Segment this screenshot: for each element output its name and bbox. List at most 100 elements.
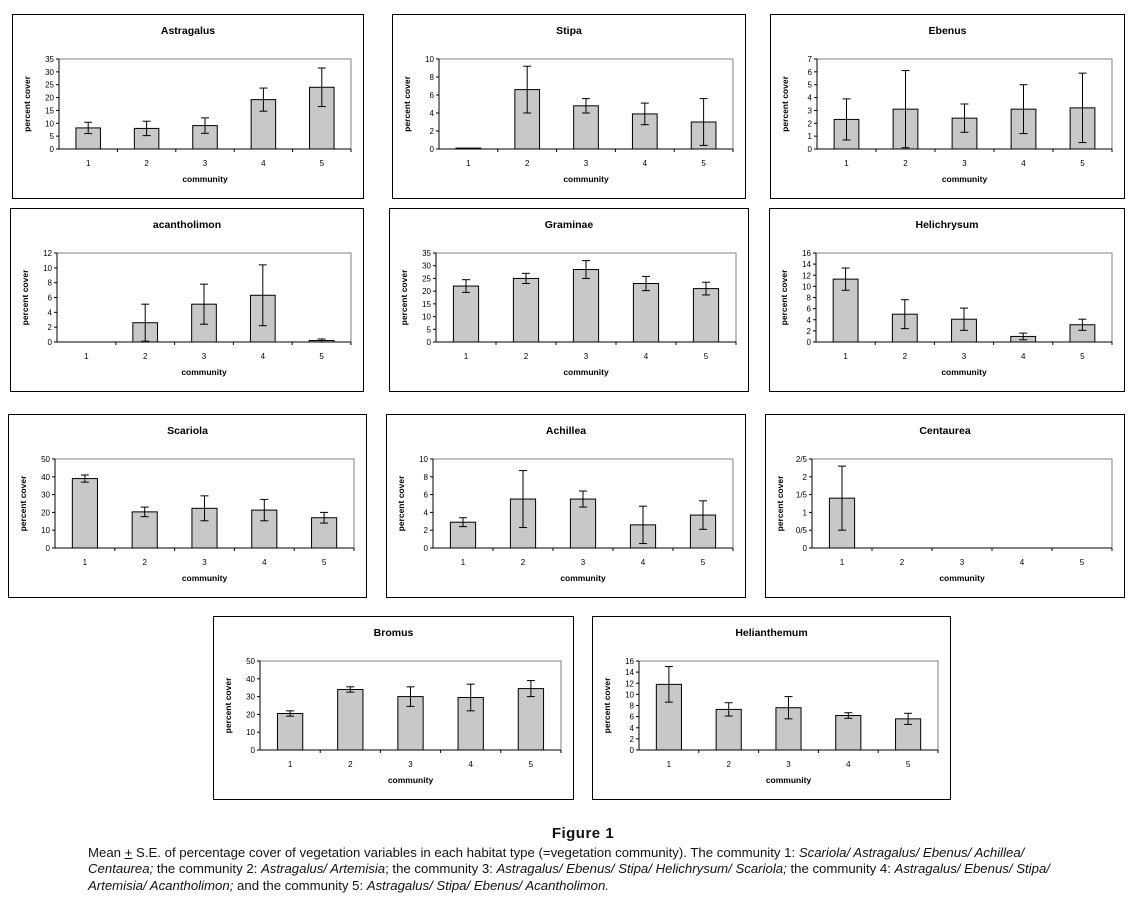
bar [692,288,720,343]
chart-panel-astragalus: Astragalus 0 5 10 15 20 25 30 35 1 2 3 4 5 community pe… [12,14,364,199]
error-bar [699,500,707,530]
y-tick-label: 6 [48,294,53,303]
y-tick-label: 8 [630,702,635,711]
x-tick-label: 3 [202,352,207,361]
y-tick-label: 10 [41,526,50,535]
x-tick-label: 4 [644,352,649,361]
x-tick-label: 2 [900,558,905,567]
y-tick-label: 20 [246,710,255,719]
error-bar [258,264,267,327]
chart-svg: Graminae 0 5 10 15 20 25 30 35 1 2 3 4 5 community perc… [399,219,737,377]
chart-panel-scariola: Scariola 0 10 20 30 40 50 1 2 3 4 5 community percent… [8,414,367,598]
x-tick-label: 5 [320,159,325,168]
y-tick-label: 8 [48,279,53,288]
error-bar [579,490,587,508]
x-tick-label: 4 [641,558,646,567]
y-tick-label: 0 [251,746,256,755]
error-bar [260,498,269,522]
error-bar [960,103,969,133]
y-tick-label: 12 [625,679,634,688]
x-tick-label: 3 [203,159,208,168]
y-axis-label: percent cover [399,269,409,325]
chart-svg: Astragalus 0 5 10 15 20 25 30 35 1 2 3 4 5 community pe… [22,25,352,184]
x-tick-label: 5 [529,760,534,769]
caption-segment: S.E. of percentage cover of vegetation v… [132,844,799,860]
y-tick-label: 4 [808,94,813,103]
y-tick-label: 2 [808,119,813,128]
y-axis-label: percent cover [20,269,30,325]
chart-panel-achillea: Achillea 0 2 4 6 8 10 1 2 3 4 5 community percent cov… [386,414,746,598]
y-axis-label: percent cover [22,75,32,131]
error-bar [80,474,89,483]
x-tick-label: 1 [288,760,293,769]
y-tick-label: 1/5 [796,491,808,500]
x-tick-label: 2 [142,558,147,567]
caption-segment: and the community 5: [233,877,367,893]
error-bar [142,120,151,137]
bar [517,688,545,751]
error-bar [519,470,527,529]
y-tick-label: 10 [419,455,428,464]
error-bar [200,495,209,522]
error-bar [1019,84,1028,135]
error-bar [1078,72,1087,144]
caption-segment: ; the community 3: [385,861,497,876]
y-tick-label: 6 [807,305,812,314]
x-tick-label: 1 [466,159,471,168]
x-tick-label: 5 [701,159,706,168]
chart-panel-helichrysum: Helichrysum 0 2 4 6 8 10 12 14 16 1 2 3 4 5 community pe… [769,208,1125,392]
y-tick-label: 50 [41,455,50,464]
caption-segment: Astragalus/ Ebenus/ Stipa/ Artemisia/ Ac… [88,861,1050,893]
x-tick-label: 1 [461,558,466,567]
bar [512,277,540,343]
y-tick-label: 12 [802,271,811,280]
y-tick-label: 14 [802,260,811,269]
x-tick-label: 1 [464,352,469,361]
y-tick-label: 6 [430,91,435,100]
error-bar [784,696,793,720]
x-tick-label: 1 [84,352,89,361]
y-tick-label: 2 [630,735,635,744]
y-tick-label: 10 [43,264,52,273]
error-bar [459,517,467,528]
y-tick-label: 0 [630,746,635,755]
x-axis-label: community [560,573,606,583]
y-axis-label: percent cover [602,677,612,733]
x-axis-label: community [388,775,434,785]
x-tick-label: 1 [86,159,91,168]
x-axis-label: community [563,367,609,377]
y-tick-label: 10 [45,119,54,128]
figure-caption: Figure 1 Mean + S.E. of percentage cover… [88,825,1078,894]
caption-segment: Mean [88,844,125,860]
x-tick-label: 2 [525,159,530,168]
chart-svg: Ebenus 0 1 2 3 4 5 6 7 1 2 3 4 5 community percent cove… [780,25,1113,184]
y-tick-label: 30 [246,693,255,702]
y-tick-label: 2 [48,323,53,332]
error-bar [462,279,470,293]
x-tick-label: 3 [584,352,589,361]
x-tick-label: 3 [408,760,413,769]
error-bar [259,87,268,112]
chart-panel-helianthemum: Helianthemum 0 2 4 6 8 10 12 14 16 1 2 3 4 5 community p… [592,616,951,800]
y-tick-label: 2/5 [796,455,808,464]
y-tick-label: 0 [50,145,55,154]
bar [455,147,482,150]
error-bar [841,267,850,291]
error-bar [582,260,590,279]
y-tick-label: 0 [808,145,813,154]
x-axis-label: community [939,573,985,583]
chart-panel-bromus: Bromus 0 10 20 30 40 50 1 2 3 4 5 community percent c… [213,616,574,800]
chart-title: Astragalus [161,25,215,37]
y-tick-label: 4 [630,724,635,733]
y-tick-label: 25 [45,81,54,90]
error-bar [522,272,530,285]
y-axis-label: percent cover [396,475,406,531]
error-bar [140,506,149,518]
error-bar [317,338,326,343]
y-tick-label: 3 [808,106,813,115]
y-tick-label: 14 [625,668,634,677]
caption-segment: Astragalus/ Ebenus/ Stipa/ Helichrysum/ … [496,861,787,876]
y-tick-label: 2 [803,473,808,482]
error-bar [523,65,532,114]
